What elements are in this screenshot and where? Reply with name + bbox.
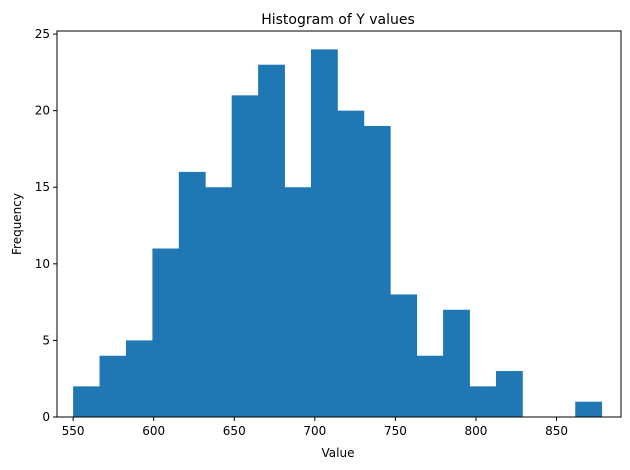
histogram-bar-5 bbox=[178, 171, 206, 417]
y-tick-label: 15 bbox=[35, 180, 50, 194]
x-tick-label: 650 bbox=[223, 424, 246, 438]
x-axis: 550 600 650 700 750 800 850 bbox=[62, 417, 568, 438]
y-tick-label: 10 bbox=[35, 257, 50, 271]
histogram-bar-1 bbox=[73, 386, 100, 417]
histogram-bar-15 bbox=[443, 309, 470, 417]
histogram-bar-6 bbox=[205, 187, 233, 417]
x-tick-label: 550 bbox=[62, 424, 85, 438]
histogram-bar-7 bbox=[231, 95, 259, 417]
y-tick-label: 5 bbox=[42, 333, 50, 347]
histogram-bar-3 bbox=[125, 340, 153, 417]
bars-group bbox=[73, 49, 603, 418]
y-tick-label: 25 bbox=[35, 27, 50, 41]
y-axis: 0 5 10 15 20 25 bbox=[35, 27, 57, 424]
x-tick-label: 800 bbox=[465, 424, 488, 438]
histogram-bar-16 bbox=[469, 386, 497, 417]
histogram-bar-2 bbox=[99, 355, 127, 417]
x-tick-label: 850 bbox=[545, 424, 568, 438]
histogram-bar-13 bbox=[390, 294, 418, 417]
histogram-bar-10 bbox=[310, 49, 338, 417]
histogram-bar-11 bbox=[337, 110, 365, 418]
y-axis-label: Frequency bbox=[10, 193, 24, 255]
x-tick-label: 700 bbox=[303, 424, 326, 438]
histogram-bar-12 bbox=[363, 125, 391, 417]
histogram-bar-8 bbox=[258, 64, 285, 417]
x-axis-label: Value bbox=[322, 446, 355, 460]
x-tick-label: 600 bbox=[142, 424, 165, 438]
chart-title: Histogram of Y values bbox=[261, 12, 415, 28]
y-tick-label: 0 bbox=[42, 410, 50, 424]
x-tick-label: 750 bbox=[384, 424, 407, 438]
histogram-bar-4 bbox=[152, 248, 180, 417]
histogram-bar-14 bbox=[416, 355, 444, 417]
y-tick-label: 20 bbox=[35, 104, 50, 118]
plot-frame bbox=[56, 30, 622, 418]
histogram-bar-17 bbox=[495, 371, 523, 417]
histogram-bar-9 bbox=[284, 187, 312, 417]
histogram-bar-20 bbox=[575, 401, 603, 417]
